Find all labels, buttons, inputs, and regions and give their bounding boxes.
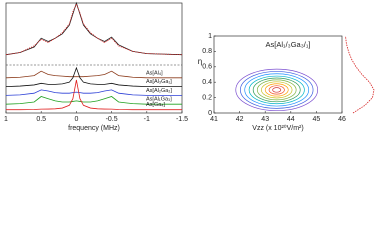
contour [272,87,282,93]
spectrum-line [5,66,182,87]
right-frame [213,35,343,114]
series-label: As[Ga₄] [146,102,166,108]
chart-title: As[Al₁/₃Ga₃/₁] [266,40,311,49]
y-tick-label: 0.2 [202,94,212,101]
y-tick-label: 0 [208,110,212,117]
page: {"chart_data": [ {"type": "line", "x_lab… [4,1,375,132]
y-tick-label: 1 [208,33,212,40]
x-tick-label: 46 [338,116,346,123]
x-tick-label: -1 [144,116,150,123]
marginal-line [345,35,375,114]
figure: frequency (MHz) As[Al₁/₃Ga₃/₁] η Vzz (x … [4,1,375,132]
spectrum-line [6,79,182,111]
y-tick-label: 0.6 [202,64,212,71]
series-label: As[Al₁Ga₃] [146,97,172,103]
x-tick-label: 44 [287,116,295,123]
x-tick-label: 45 [313,116,321,123]
y-tick-label: 0.4 [202,79,212,86]
contour [235,68,319,112]
contour [244,73,310,107]
contour [268,85,285,95]
x-axis-label: frequency (MHz) [68,125,120,132]
contour [264,83,289,97]
contour [261,81,293,99]
x-tick-label: 1 [4,116,8,123]
left-frame [5,2,183,114]
contour [256,79,297,101]
series-label: As[Al₄] [146,70,163,76]
x-tick-label: -0.5 [106,116,118,123]
spectrum-line [5,96,182,105]
x-tick-label: 42 [236,116,244,123]
series-label: As[Al₂Ga₂] [146,88,172,94]
x-tick-label: 43 [261,116,269,123]
y-axis-label: η [198,57,202,66]
contour [240,71,314,109]
spectrum-line [5,1,183,56]
x-tick-label: 0 [74,116,78,123]
spectrum-line [5,3,183,56]
contour [252,77,301,103]
series-label: As[Al₃Ga₁] [146,79,172,85]
y-tick-label: 0.8 [202,48,212,55]
spectrum-line [5,89,182,96]
x-tick-label: -1.5 [176,116,188,123]
x-axis-label: Vzz (x 10²⁰V/m²) [252,124,303,132]
x-tick-label: 41 [210,116,218,123]
x-tick-label: 0.5 [36,116,46,123]
spectrum-line [5,70,182,79]
contour [248,75,305,105]
